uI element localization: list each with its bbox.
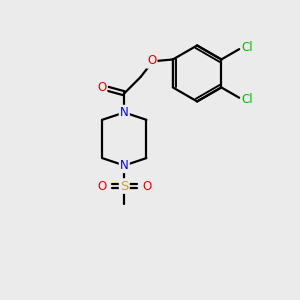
Text: N: N (120, 106, 129, 119)
Text: N: N (120, 159, 129, 172)
Text: Cl: Cl (242, 41, 253, 54)
Text: O: O (97, 180, 106, 193)
Text: Cl: Cl (242, 93, 253, 106)
Text: O: O (142, 180, 152, 193)
Text: S: S (120, 180, 128, 193)
Text: O: O (97, 81, 106, 94)
Text: O: O (147, 54, 156, 68)
